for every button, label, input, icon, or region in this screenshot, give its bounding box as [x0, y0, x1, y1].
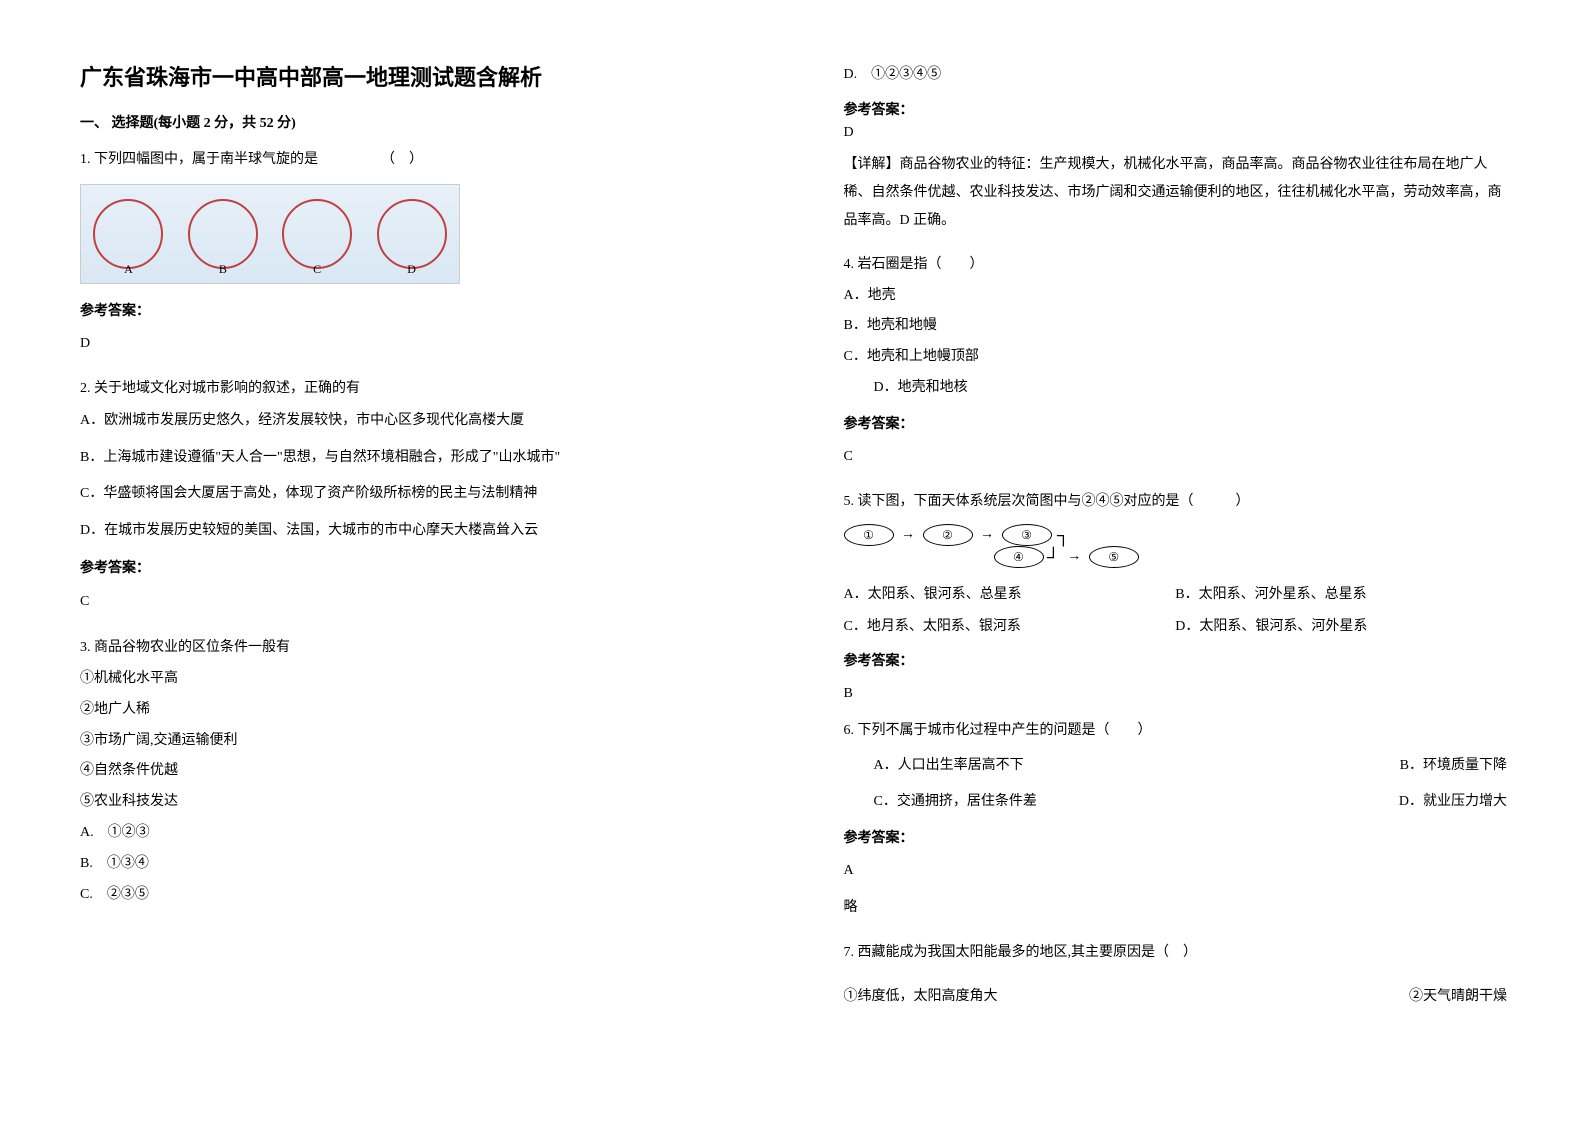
section-header: 一、 选择题(每小题 2 分，共 52 分): [80, 112, 744, 132]
q3-item3: ③市场广阔,交通运输便利: [80, 726, 744, 757]
q6-opt-a: A．人口出生率居高不下: [874, 753, 1024, 780]
q5-answer: B: [844, 681, 1508, 708]
q2-opt-d: D．在城市发展历史较短的美国、法国，大城市的市中心摩天大楼高耸入云: [80, 520, 744, 542]
question-1: 1. 下列四幅图中，属于南半球气旋的是 （ ） A B C D 参考答案： D: [80, 147, 744, 358]
q5-options-row1: A．太阳系、银河系、总星系 B．太阳系、河外星系、总星系: [844, 582, 1508, 609]
oval-1: ①: [844, 524, 894, 546]
q4-opt-c: C．地壳和上地幔顶部: [844, 342, 1508, 373]
q1-answer: D: [80, 331, 744, 358]
oval-4: ④: [994, 546, 1044, 568]
q2-answer-label: 参考答案：: [80, 556, 744, 583]
q3-item1: ①机械化水平高: [80, 664, 744, 695]
q7-item1: ①纬度低，太阳高度角大: [844, 984, 998, 1011]
q3-item5: ⑤农业科技发达: [80, 787, 744, 818]
q6-opt-d: D．就业压力增大: [1399, 789, 1507, 816]
question-6: 6. 下列不属于城市化过程中产生的问题是（ ） A．人口出生率居高不下 B．环境…: [844, 718, 1508, 922]
q5-answer-label: 参考答案：: [844, 649, 1508, 676]
q3-item2: ②地广人稀: [80, 695, 744, 726]
q1-cyclone-image: A B C D: [80, 184, 460, 284]
oval-5: ⑤: [1089, 546, 1139, 568]
q2-opt-c: C．华盛顿将国会大厦居于高处，体现了资产阶级所标榜的民主与法制精神: [80, 483, 744, 505]
q2-answer: C: [80, 589, 744, 616]
q2-text: 2. 关于地域文化对城市影响的叙述，正确的有: [80, 376, 744, 403]
question-4: 4. 岩石圈是指（ ） A．地壳 B．地壳和地幔 C．地壳和上地幔顶部 D．地壳…: [844, 250, 1508, 471]
document-title: 广东省珠海市一中高中部高一地理测试题含解析: [80, 60, 744, 92]
q6-answer-label: 参考答案：: [844, 826, 1508, 853]
q6-options-row1: A．人口出生率居高不下 B．环境质量下降: [844, 753, 1508, 780]
q5-text: 5. 读下图，下面天体系统层次简图中与②④⑤对应的是（ ）: [844, 489, 1508, 516]
question-7: 7. 西藏能成为我国太阳能最多的地区,其主要原因是（ ） ①纬度低，太阳高度角大…: [844, 940, 1508, 1011]
q3-opt-b: B. ①③④: [80, 849, 744, 880]
q3-answer: D: [844, 125, 1508, 141]
oval-3: ③: [1002, 524, 1052, 546]
question-3: 3. 商品谷物农业的区位条件一般有 ①机械化水平高 ②地广人稀 ③市场广阔,交通…: [80, 633, 744, 910]
q3-opt-a: A. ①②③: [80, 818, 744, 849]
q7-text: 7. 西藏能成为我国太阳能最多的地区,其主要原因是（ ）: [844, 940, 1508, 967]
q3-opt-c: C. ②③⑤: [80, 880, 744, 911]
q3-answer-label: 参考答案：: [844, 99, 1508, 119]
q7-item2: ②天气晴朗干燥: [1409, 984, 1507, 1011]
q3-item4: ④自然条件优越: [80, 756, 744, 787]
q5-opt-a: A．太阳系、银河系、总星系: [844, 582, 1176, 609]
oval-2: ②: [923, 524, 973, 546]
q6-answer: A: [844, 858, 1508, 885]
q5-opt-d: D．太阳系、银河系、河外星系: [1175, 614, 1507, 641]
label-a: A: [124, 258, 133, 281]
q5-options-row2: C．地月系、太阳系、银河系 D．太阳系、银河系、河外星系: [844, 614, 1508, 641]
question-2: 2. 关于地域文化对城市影响的叙述，正确的有 A．欧洲城市发展历史悠久，经济发展…: [80, 376, 744, 615]
q2-opt-a: A．欧洲城市发展历史悠久，经济发展较快，市中心区多现代化高楼大厦: [80, 410, 744, 432]
q6-opt-c: C．交通拥挤，居住条件差: [874, 789, 1037, 816]
arrow-icon: →: [901, 524, 915, 546]
q6-opt-b: B．环境质量下降: [1400, 753, 1507, 780]
q1-text: 1. 下列四幅图中，属于南半球气旋的是 （ ）: [80, 147, 744, 174]
q2-opt-b: B．上海城市建设遵循"天人合一"思想，与自然环境相融合，形成了"山水城市": [80, 447, 744, 469]
q4-opt-d: D．地壳和地核: [844, 373, 1508, 404]
q4-text: 4. 岩石圈是指（ ）: [844, 250, 1508, 281]
q4-opt-a: A．地壳: [844, 281, 1508, 312]
label-d: D: [407, 258, 416, 281]
q4-answer: C: [844, 444, 1508, 471]
q6-text: 6. 下列不属于城市化过程中产生的问题是（ ）: [844, 718, 1508, 745]
q5-opt-b: B．太阳系、河外星系、总星系: [1175, 582, 1507, 609]
q1-answer-label: 参考答案：: [80, 299, 744, 326]
question-5: 5. 读下图，下面天体系统层次简图中与②④⑤对应的是（ ） ① → ② → ③ …: [844, 489, 1508, 708]
q5-diagram: ① → ② → ③ ┐ ④ ┘ → ⑤: [844, 524, 1164, 574]
q5-opt-c: C．地月系、太阳系、银河系: [844, 614, 1176, 641]
q3-text: 3. 商品谷物农业的区位条件一般有: [80, 633, 744, 664]
label-c: C: [313, 258, 321, 281]
label-b: B: [219, 258, 227, 281]
q7-items-row: ①纬度低，太阳高度角大 ②天气晴朗干燥: [844, 984, 1508, 1011]
q4-opt-b: B．地壳和地幔: [844, 311, 1508, 342]
q6-options-row2: C．交通拥挤，居住条件差 D．就业压力增大: [844, 789, 1508, 816]
left-column: 广东省珠海市一中高中部高一地理测试题含解析 一、 选择题(每小题 2 分，共 5…: [0, 0, 794, 1122]
q3-opt-d: D. ①②③④⑤: [844, 60, 1508, 91]
q3-explanation: 【详解】商品谷物农业的特征：生产规模大，机械化水平高，商品率高。商品谷物农业往往…: [844, 151, 1508, 235]
cyclone-labels: A B C D: [81, 258, 459, 281]
q4-answer-label: 参考答案：: [844, 412, 1508, 439]
q6-note: 略: [844, 895, 1508, 922]
right-column: D. ①②③④⑤ 参考答案： D 【详解】商品谷物农业的特征：生产规模大，机械化…: [794, 0, 1587, 1122]
arrow-icon: →: [1067, 546, 1081, 568]
arrow-icon: →: [980, 524, 994, 546]
